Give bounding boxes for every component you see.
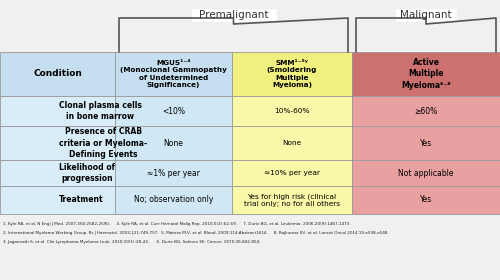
Text: SMM¹⁻⁵ʸ
(Smoldering
Multiple
Myeloma): SMM¹⁻⁵ʸ (Smoldering Multiple Myeloma) xyxy=(267,60,317,88)
Text: 2. International Myeloma Working Group. Br J Haematol. 2003;121:749-757.  5. Mat: 2. International Myeloma Working Group. … xyxy=(3,231,389,235)
Text: ≥60%: ≥60% xyxy=(414,106,438,115)
Text: Presence of CRAB
criteria or Myeloma-
Defining Events: Presence of CRAB criteria or Myeloma- De… xyxy=(59,127,147,158)
Text: None: None xyxy=(282,140,302,146)
Bar xyxy=(396,9,456,21)
Bar xyxy=(352,126,500,160)
Bar xyxy=(0,216,500,280)
Text: Clonal plasma cells
in bone marrow: Clonal plasma cells in bone marrow xyxy=(59,101,142,121)
Bar xyxy=(115,160,232,186)
Text: Yes: Yes xyxy=(420,195,432,204)
Text: No; observation only: No; observation only xyxy=(134,195,213,204)
Text: Treatment: Treatment xyxy=(59,195,104,204)
Text: Malignant: Malignant xyxy=(400,10,452,20)
Bar xyxy=(115,186,232,214)
Bar xyxy=(232,126,352,160)
Text: <10%: <10% xyxy=(162,106,185,115)
Bar xyxy=(0,126,115,160)
Bar xyxy=(0,52,115,96)
Text: 10%-60%: 10%-60% xyxy=(274,108,310,114)
Text: Active
Multiple
Myeloma⁶⁻⁸: Active Multiple Myeloma⁶⁻⁸ xyxy=(401,59,451,90)
Bar xyxy=(115,96,232,126)
Bar xyxy=(232,52,352,96)
Text: Not applicable: Not applicable xyxy=(398,169,454,178)
Text: Yes for high risk (clinical
trial only; no for all others: Yes for high risk (clinical trial only; … xyxy=(244,193,340,207)
Bar xyxy=(115,52,232,96)
Bar xyxy=(0,186,115,214)
Text: ≈1% per year: ≈1% per year xyxy=(147,169,200,178)
Text: 1. Kyle RA, et al. N Engl J Med. 2007;356:2582-2590.     4. Kyle RA, et al. Curr: 1. Kyle RA, et al. N Engl J Med. 2007;35… xyxy=(3,222,350,226)
Bar xyxy=(0,160,115,186)
Text: Condition: Condition xyxy=(33,69,82,78)
Bar xyxy=(352,160,500,186)
Text: 3. Jagannath S, et al. Clin Lymphoma Myeloma Leuk. 2010;10(1):28-43.      6. Dur: 3. Jagannath S, et al. Clin Lymphoma Mye… xyxy=(3,240,260,244)
Bar xyxy=(232,160,352,186)
Bar xyxy=(352,186,500,214)
Text: ≈10% per year: ≈10% per year xyxy=(264,170,320,176)
Text: Yes: Yes xyxy=(420,139,432,148)
Bar xyxy=(115,126,232,160)
Text: Premalignant: Premalignant xyxy=(199,10,268,20)
Bar xyxy=(352,52,500,96)
Bar xyxy=(0,96,115,126)
Text: Likelihood of
progression: Likelihood of progression xyxy=(59,163,115,183)
Bar xyxy=(232,186,352,214)
Bar xyxy=(192,9,276,21)
Bar xyxy=(0,0,500,52)
Bar xyxy=(352,96,500,126)
Bar xyxy=(232,96,352,126)
Text: None: None xyxy=(164,139,184,148)
Text: MGUS¹⁻⁴
(Monoclonal Gammopathy
of Undetermined
Significance): MGUS¹⁻⁴ (Monoclonal Gammopathy of Undete… xyxy=(120,60,227,88)
